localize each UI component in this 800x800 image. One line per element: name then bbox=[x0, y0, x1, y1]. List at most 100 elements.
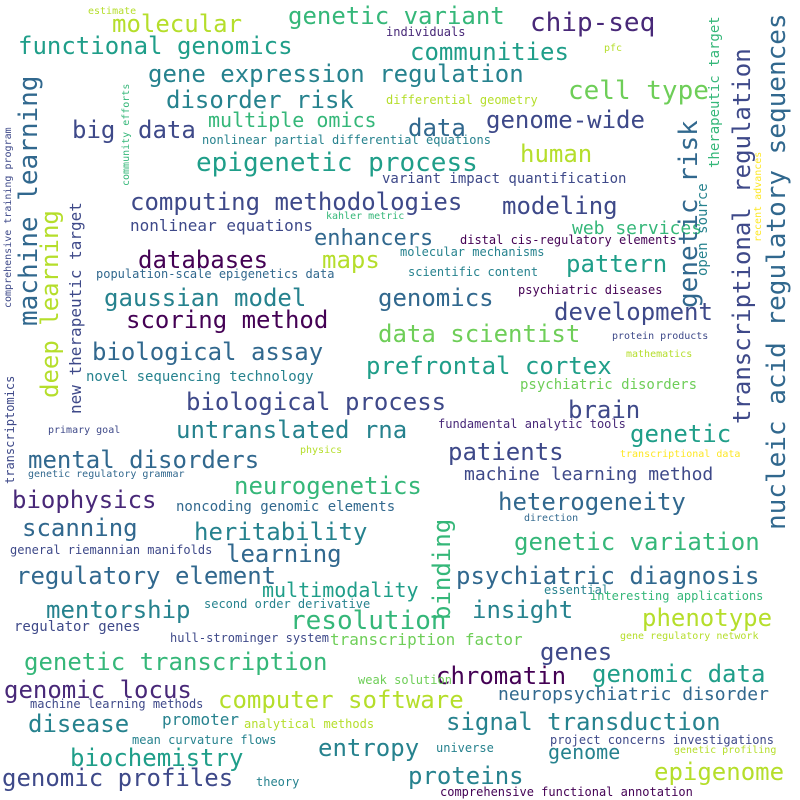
word-11: differential geometry bbox=[386, 93, 538, 107]
word-91: disease bbox=[28, 710, 130, 738]
word-39: data scientist bbox=[378, 320, 581, 348]
word-111: comprehensive training program bbox=[3, 127, 14, 308]
word-80: transcription factor bbox=[330, 630, 523, 649]
word-63: scanning bbox=[22, 514, 138, 542]
word-84: chromatin bbox=[436, 662, 567, 690]
word-85: genomic data bbox=[592, 660, 766, 688]
word-28: databases bbox=[138, 246, 269, 274]
word-36: psychiatric diseases bbox=[518, 283, 663, 297]
word-21: computing methodologies bbox=[130, 188, 463, 216]
word-89: neuropsychiatric disorder bbox=[498, 684, 769, 705]
word-0: estimate bbox=[88, 6, 137, 17]
word-76: resolution bbox=[290, 606, 447, 636]
word-40: protein products bbox=[612, 331, 709, 342]
word-81: genes bbox=[540, 638, 613, 666]
word-13: genome-wide bbox=[486, 106, 645, 134]
word-94: signal transduction bbox=[446, 708, 721, 736]
word-7: pfc bbox=[604, 43, 623, 54]
word-103: theory bbox=[256, 775, 300, 789]
word-106: epigenome bbox=[654, 758, 785, 786]
word-101: genetic profiling bbox=[674, 745, 777, 756]
word-60: heterogeneity bbox=[498, 488, 686, 516]
word-38: development bbox=[554, 298, 713, 326]
word-18: human bbox=[520, 140, 593, 168]
word-66: learning bbox=[226, 540, 342, 568]
word-52: patients bbox=[448, 438, 564, 466]
word-56: neurogenetics bbox=[234, 472, 422, 500]
word-23: nonlinear equations bbox=[130, 216, 314, 235]
word-12: multiple omics bbox=[208, 108, 377, 132]
word-49: fundamental analytic tools bbox=[438, 417, 626, 431]
word-65: genetic variation bbox=[514, 528, 760, 556]
word-74: interesting applications bbox=[590, 589, 764, 603]
word-44: novel sequencing technology bbox=[86, 369, 314, 385]
word-6: communities bbox=[410, 38, 569, 66]
word-50: genetic bbox=[630, 420, 732, 448]
word-54: transcriptional data bbox=[620, 449, 741, 460]
word-113: binding bbox=[428, 518, 456, 620]
word-64: heritability bbox=[194, 518, 368, 546]
word-19: epigenetic process bbox=[196, 148, 478, 178]
word-45: psychiatric disorders bbox=[520, 377, 698, 393]
word-20: variant impact quantification bbox=[382, 171, 627, 187]
word-5: functional genomics bbox=[18, 32, 293, 60]
word-78: regulator genes bbox=[14, 619, 141, 635]
word-118: open source bbox=[695, 183, 711, 276]
word-35: genomics bbox=[378, 284, 494, 312]
word-95: mean curvature flows bbox=[132, 733, 277, 747]
word-37: scoring method bbox=[126, 306, 329, 334]
word-92: promoter bbox=[162, 710, 240, 729]
word-62: direction bbox=[524, 513, 579, 524]
word-51: primary goal bbox=[48, 425, 121, 436]
word-70: multimodality bbox=[262, 578, 419, 602]
word-87: weak solution bbox=[358, 673, 452, 687]
word-24: kahler metric bbox=[326, 211, 405, 222]
word-115: transcriptional regulation bbox=[728, 48, 756, 424]
word-48: untranslated rna bbox=[176, 416, 408, 444]
word-8: gene expression regulation bbox=[148, 60, 524, 88]
word-119: recent advances bbox=[753, 151, 764, 242]
word-110: transcriptomics bbox=[3, 375, 17, 484]
word-88: computer software bbox=[218, 686, 464, 714]
word-97: biochemistry bbox=[70, 744, 244, 772]
word-10: disorder risk bbox=[166, 86, 354, 114]
word-86: genomic locus bbox=[4, 676, 192, 704]
word-117: therapeutic target bbox=[707, 16, 723, 168]
word-61: noncoding genomic elements bbox=[176, 499, 396, 515]
word-77: phenotype bbox=[642, 604, 773, 632]
word-17: nonlinear partial differential equations bbox=[202, 133, 491, 147]
word-15: data bbox=[138, 116, 196, 144]
word-93: analytical methods bbox=[244, 717, 375, 731]
word-41: biological assay bbox=[92, 338, 324, 366]
word-16: data bbox=[408, 114, 466, 142]
word-33: scientific content bbox=[408, 265, 539, 279]
word-46: biological process bbox=[186, 388, 447, 416]
word-83: genetic transcription bbox=[24, 648, 328, 676]
word-105: comprehensive functional annotation bbox=[440, 785, 693, 799]
word-47: brain bbox=[568, 396, 641, 424]
word-69: psychiatric diagnosis bbox=[456, 562, 760, 590]
word-26: web services bbox=[572, 218, 703, 239]
word-100: universe bbox=[436, 741, 494, 755]
word-75: second order derivative bbox=[204, 597, 371, 611]
word-99: project concerns investigations bbox=[550, 733, 774, 747]
word-67: general riemannian manifolds bbox=[10, 543, 213, 557]
word-104: proteins bbox=[408, 762, 524, 790]
word-102: genomic profiles bbox=[2, 764, 234, 792]
word-4: individuals bbox=[386, 25, 466, 39]
word-109: new therapeutic target bbox=[66, 202, 85, 414]
word-55: mental disorders bbox=[28, 446, 260, 474]
word-14: big bbox=[72, 116, 116, 144]
word-53: physics bbox=[300, 445, 343, 456]
word-73: insight bbox=[472, 596, 574, 624]
word-31: pattern bbox=[566, 250, 668, 278]
word-57: machine learning method bbox=[464, 464, 714, 485]
word-59: biophysics bbox=[12, 486, 157, 514]
word-90: machine learning methods bbox=[30, 697, 204, 711]
word-34: gaussian model bbox=[104, 284, 307, 312]
word-27: distal cis-regulatory elements bbox=[460, 233, 677, 247]
word-71: essential bbox=[544, 583, 610, 597]
word-96: entropy bbox=[318, 734, 420, 762]
word-82: gene regulatory network bbox=[620, 631, 759, 642]
